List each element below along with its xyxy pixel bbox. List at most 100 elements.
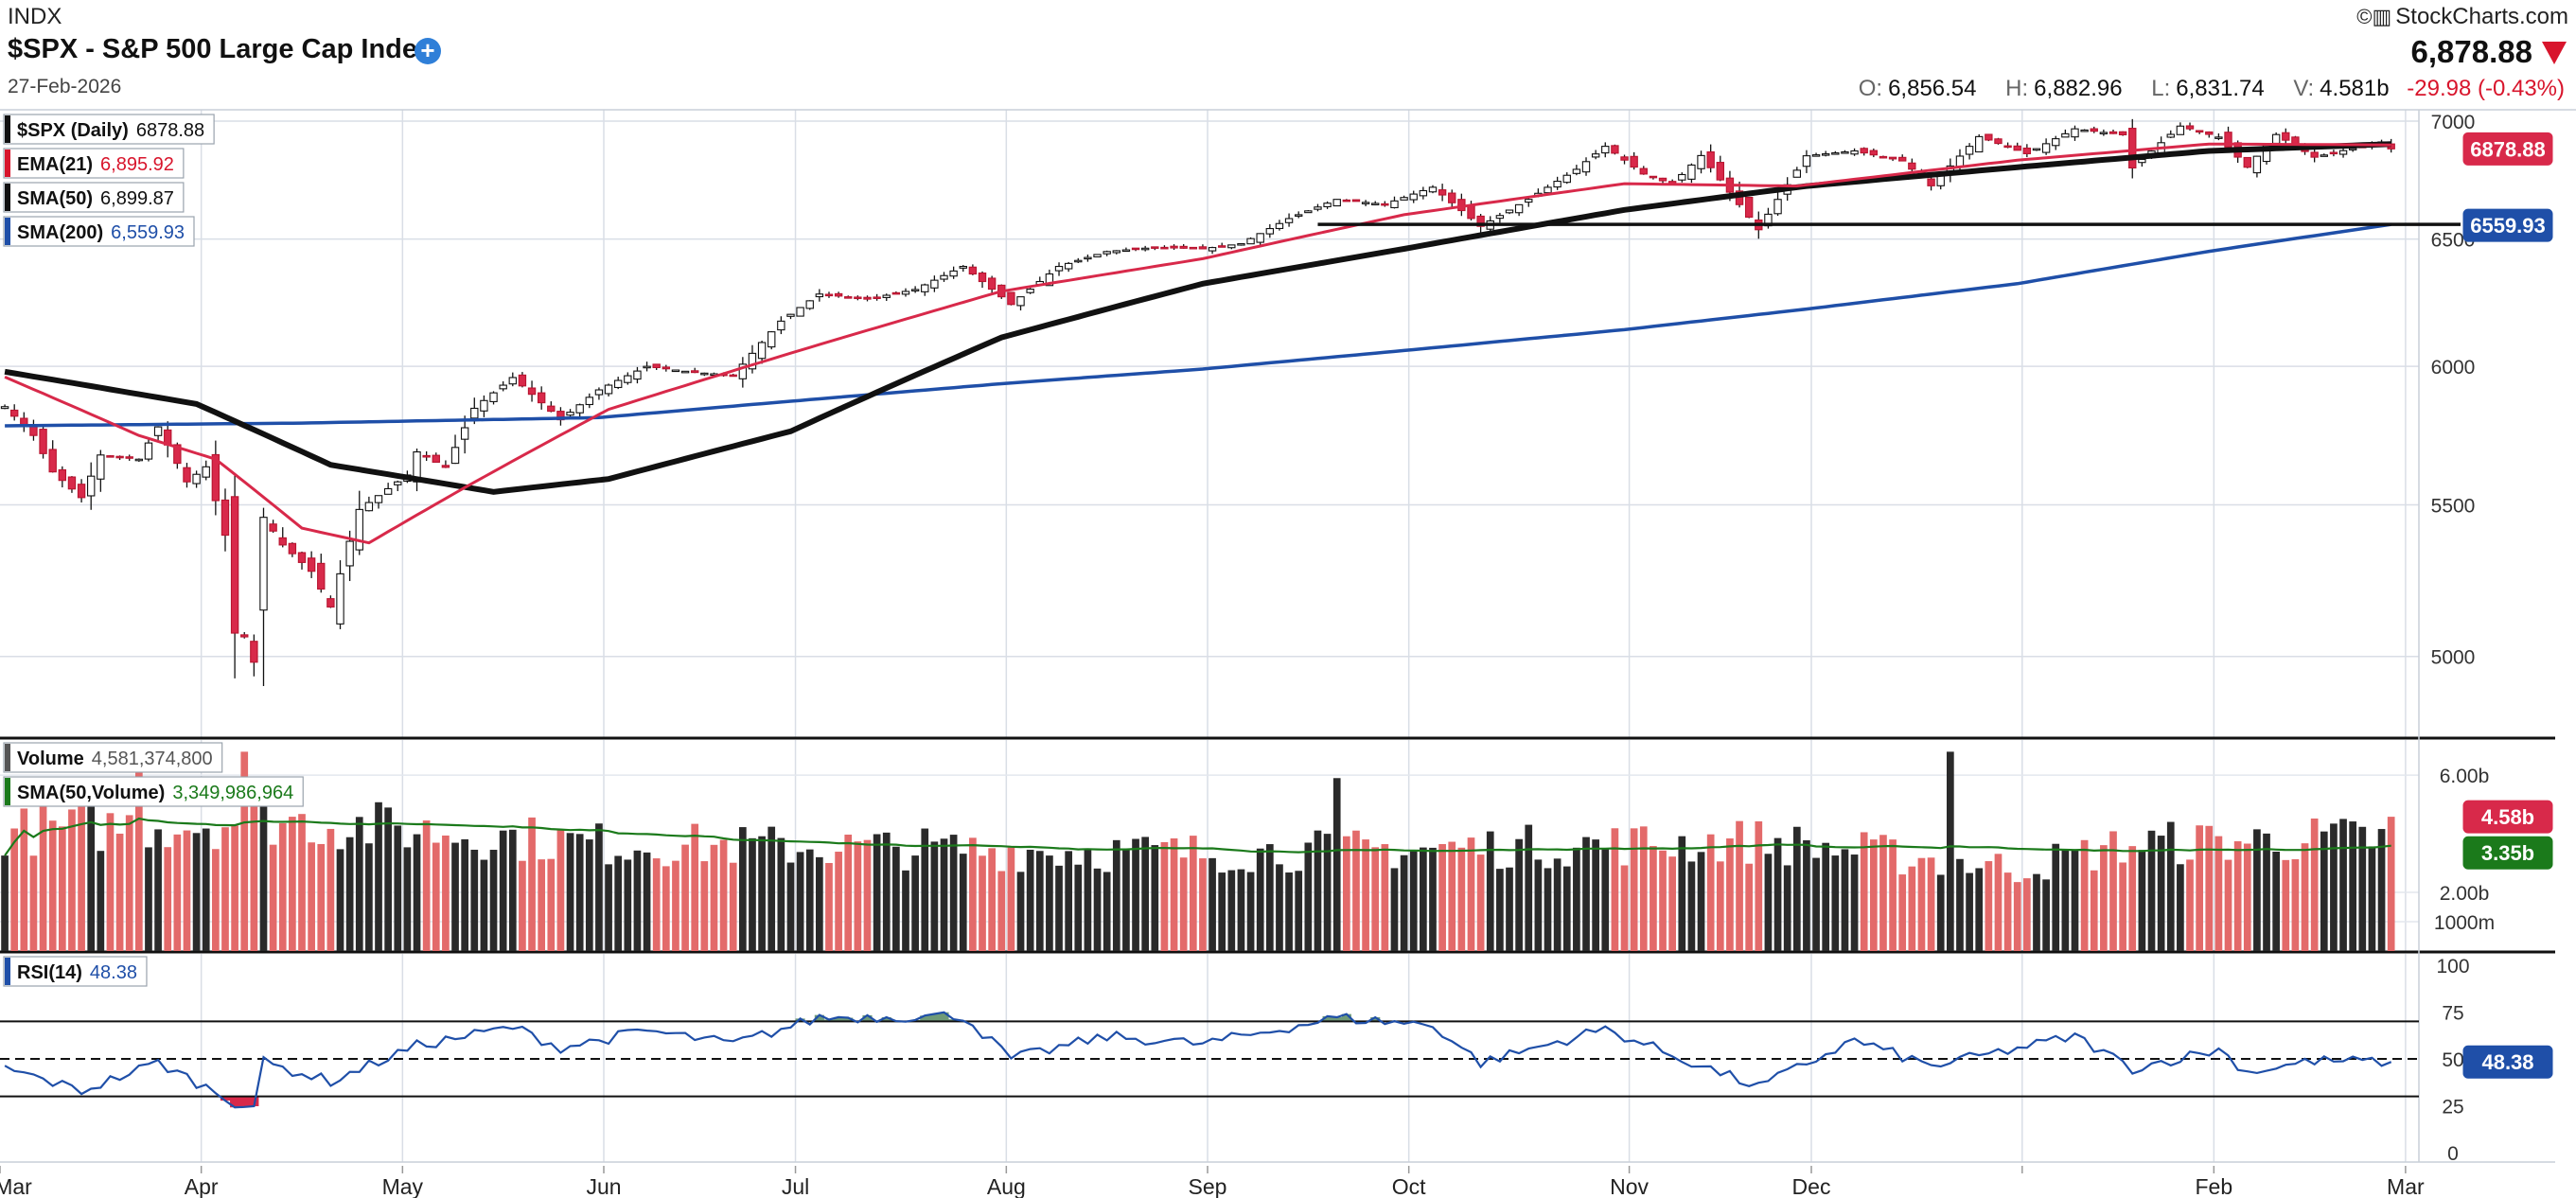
volume-bar — [979, 855, 986, 951]
candle-body — [2080, 129, 2089, 132]
candle-body — [269, 523, 277, 532]
candle — [1170, 244, 1178, 250]
candle-body — [662, 366, 671, 370]
candle — [930, 275, 939, 292]
candle — [1304, 209, 1313, 214]
candle — [700, 372, 709, 377]
candle — [259, 507, 268, 687]
rsi-tick-label: 0 — [2447, 1143, 2459, 1165]
candle-body — [489, 392, 498, 402]
candle-body — [1064, 262, 1073, 270]
candle — [441, 460, 450, 468]
candle — [680, 370, 690, 374]
candle — [1562, 172, 1571, 185]
candle — [460, 415, 469, 454]
volume-bar — [58, 826, 66, 951]
candle-body — [1351, 199, 1361, 203]
legend-value: 3,349,986,964 — [172, 783, 293, 803]
volume-bar — [1323, 834, 1332, 951]
volume-bar — [298, 814, 306, 951]
candle — [854, 295, 862, 301]
candle — [1084, 255, 1092, 262]
volume-bar — [1035, 851, 1044, 951]
candle — [1869, 148, 1879, 158]
volume-bar — [2224, 859, 2232, 951]
volume-sma-line — [4, 817, 2391, 856]
candlesticks — [0, 118, 2395, 687]
volume-bar — [624, 859, 632, 951]
candle — [1217, 242, 1226, 248]
candle — [1179, 244, 1188, 249]
volume-tick-label: 6.00b — [2440, 766, 2490, 787]
candle — [192, 470, 201, 488]
candle-body — [1054, 265, 1064, 272]
volume-bar — [2061, 849, 2070, 951]
candle — [77, 479, 86, 503]
volume-bar — [1371, 847, 1380, 951]
plus-icon[interactable]: + — [415, 38, 441, 64]
volume-bar — [1381, 844, 1389, 951]
candle-body — [2071, 128, 2079, 138]
candle-body — [1495, 215, 1505, 220]
volume-tag-text: 4.58b — [2481, 805, 2534, 829]
volume-bar — [805, 849, 814, 951]
candle — [1773, 190, 1782, 217]
candle — [1103, 250, 1111, 256]
volume-bar — [1525, 824, 1533, 951]
candle — [1295, 211, 1303, 219]
candle-body — [383, 487, 393, 495]
volume-bar — [2052, 843, 2060, 951]
candle-body — [1888, 156, 1897, 160]
candle — [2041, 138, 2051, 155]
candle-body — [1955, 155, 1965, 167]
volume-bar — [2013, 882, 2021, 951]
candle-body — [1706, 150, 1715, 168]
x-tick-label: Apr — [185, 1174, 219, 1198]
candle-body — [2022, 147, 2032, 154]
candle-body — [949, 270, 958, 277]
volume-bar — [1592, 839, 1599, 951]
candle — [164, 421, 172, 458]
candle — [2052, 135, 2060, 150]
candle-body — [700, 372, 709, 376]
volume-bar — [988, 848, 996, 951]
candle-body — [1007, 291, 1015, 306]
candle-body — [1112, 250, 1120, 254]
volume-bar — [662, 866, 670, 951]
candle-body — [2195, 130, 2204, 133]
candle — [1792, 167, 1802, 178]
candle-body — [1879, 155, 1888, 159]
volume-bar — [1390, 868, 1399, 951]
volume-bar — [2330, 823, 2338, 951]
candle — [1121, 247, 1131, 253]
volume-bar — [240, 751, 249, 951]
volume-bar — [1822, 842, 1830, 951]
open-label: O: — [1858, 76, 1883, 101]
candle-body — [1026, 289, 1034, 293]
volume-bar — [2301, 843, 2309, 951]
down-arrow-icon — [2542, 42, 2567, 64]
volume-bar — [384, 807, 392, 951]
volume-bar — [1285, 872, 1293, 951]
candle — [278, 527, 287, 548]
candle — [901, 288, 910, 297]
candle-body — [1860, 148, 1868, 154]
candle — [1553, 176, 1561, 190]
candle-body — [221, 499, 230, 537]
volume-bar — [68, 809, 76, 951]
volume-bar — [2071, 849, 2079, 951]
rsi-tag-text: 48.38 — [2481, 1050, 2533, 1074]
volume-bar — [1295, 871, 1303, 951]
candle — [891, 291, 901, 295]
chart-title: $SPX - S&P 500 Large Cap Index — [8, 34, 433, 64]
candle-body — [1428, 186, 1438, 193]
volume-bar — [538, 859, 546, 951]
legend-box — [3, 148, 185, 179]
volume-bar — [2358, 826, 2367, 951]
volume-bar — [969, 837, 977, 951]
brand-logo[interactable]: ©▥ StockCharts.com — [2356, 4, 2568, 30]
candle — [1898, 154, 1907, 162]
volume-bar — [1697, 852, 1705, 951]
volume-bar — [1429, 847, 1437, 951]
volume-bar — [1755, 820, 1763, 951]
